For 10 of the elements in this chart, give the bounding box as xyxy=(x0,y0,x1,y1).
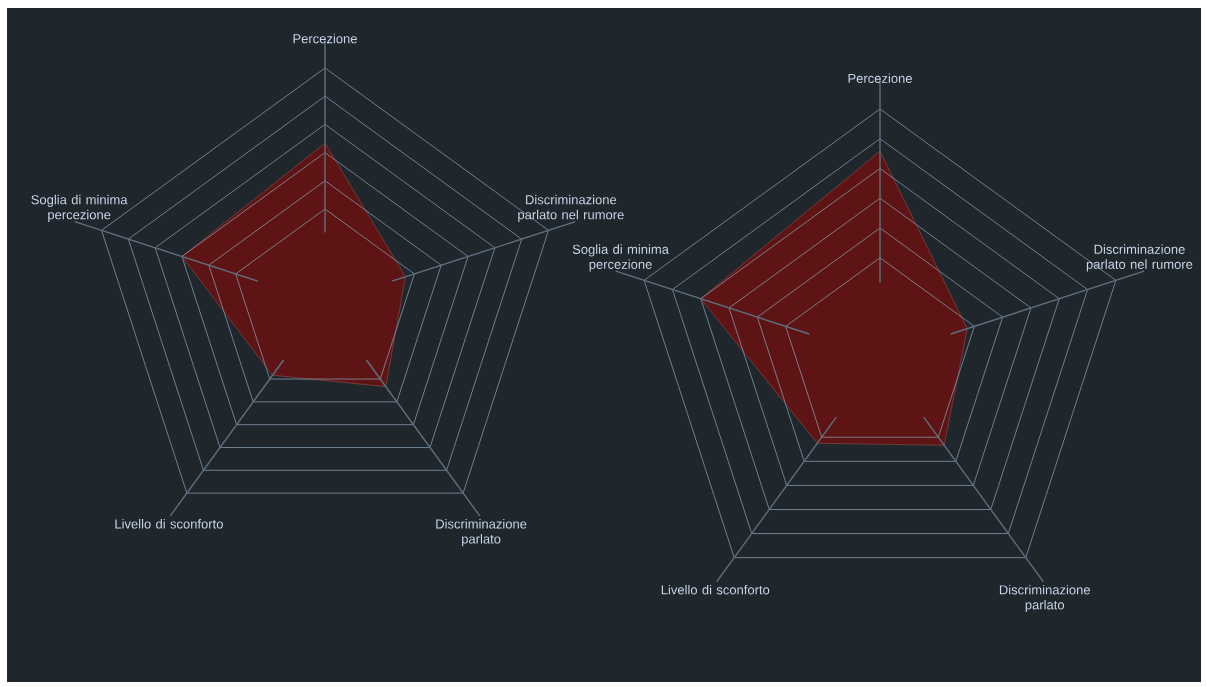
spoke-label: Discriminazione parlato nel rumore xyxy=(1086,244,1193,272)
spoke-label: Percezione xyxy=(848,73,912,83)
spoke-label: Livello di sconforto xyxy=(115,519,223,529)
spoke-label: Discriminazione parlato xyxy=(999,584,1090,613)
spoke-label: Soglia di minima percezione xyxy=(572,244,669,272)
spoke-label: Discriminazione parlato xyxy=(436,519,527,547)
spoke-label: Livello di sconforto xyxy=(661,584,770,595)
spoke-label: Soglia di minima percezione xyxy=(31,194,128,222)
spoke-label: Discriminazione parlato nel rumore xyxy=(518,194,624,222)
spoke-label: Percezione xyxy=(293,33,357,44)
